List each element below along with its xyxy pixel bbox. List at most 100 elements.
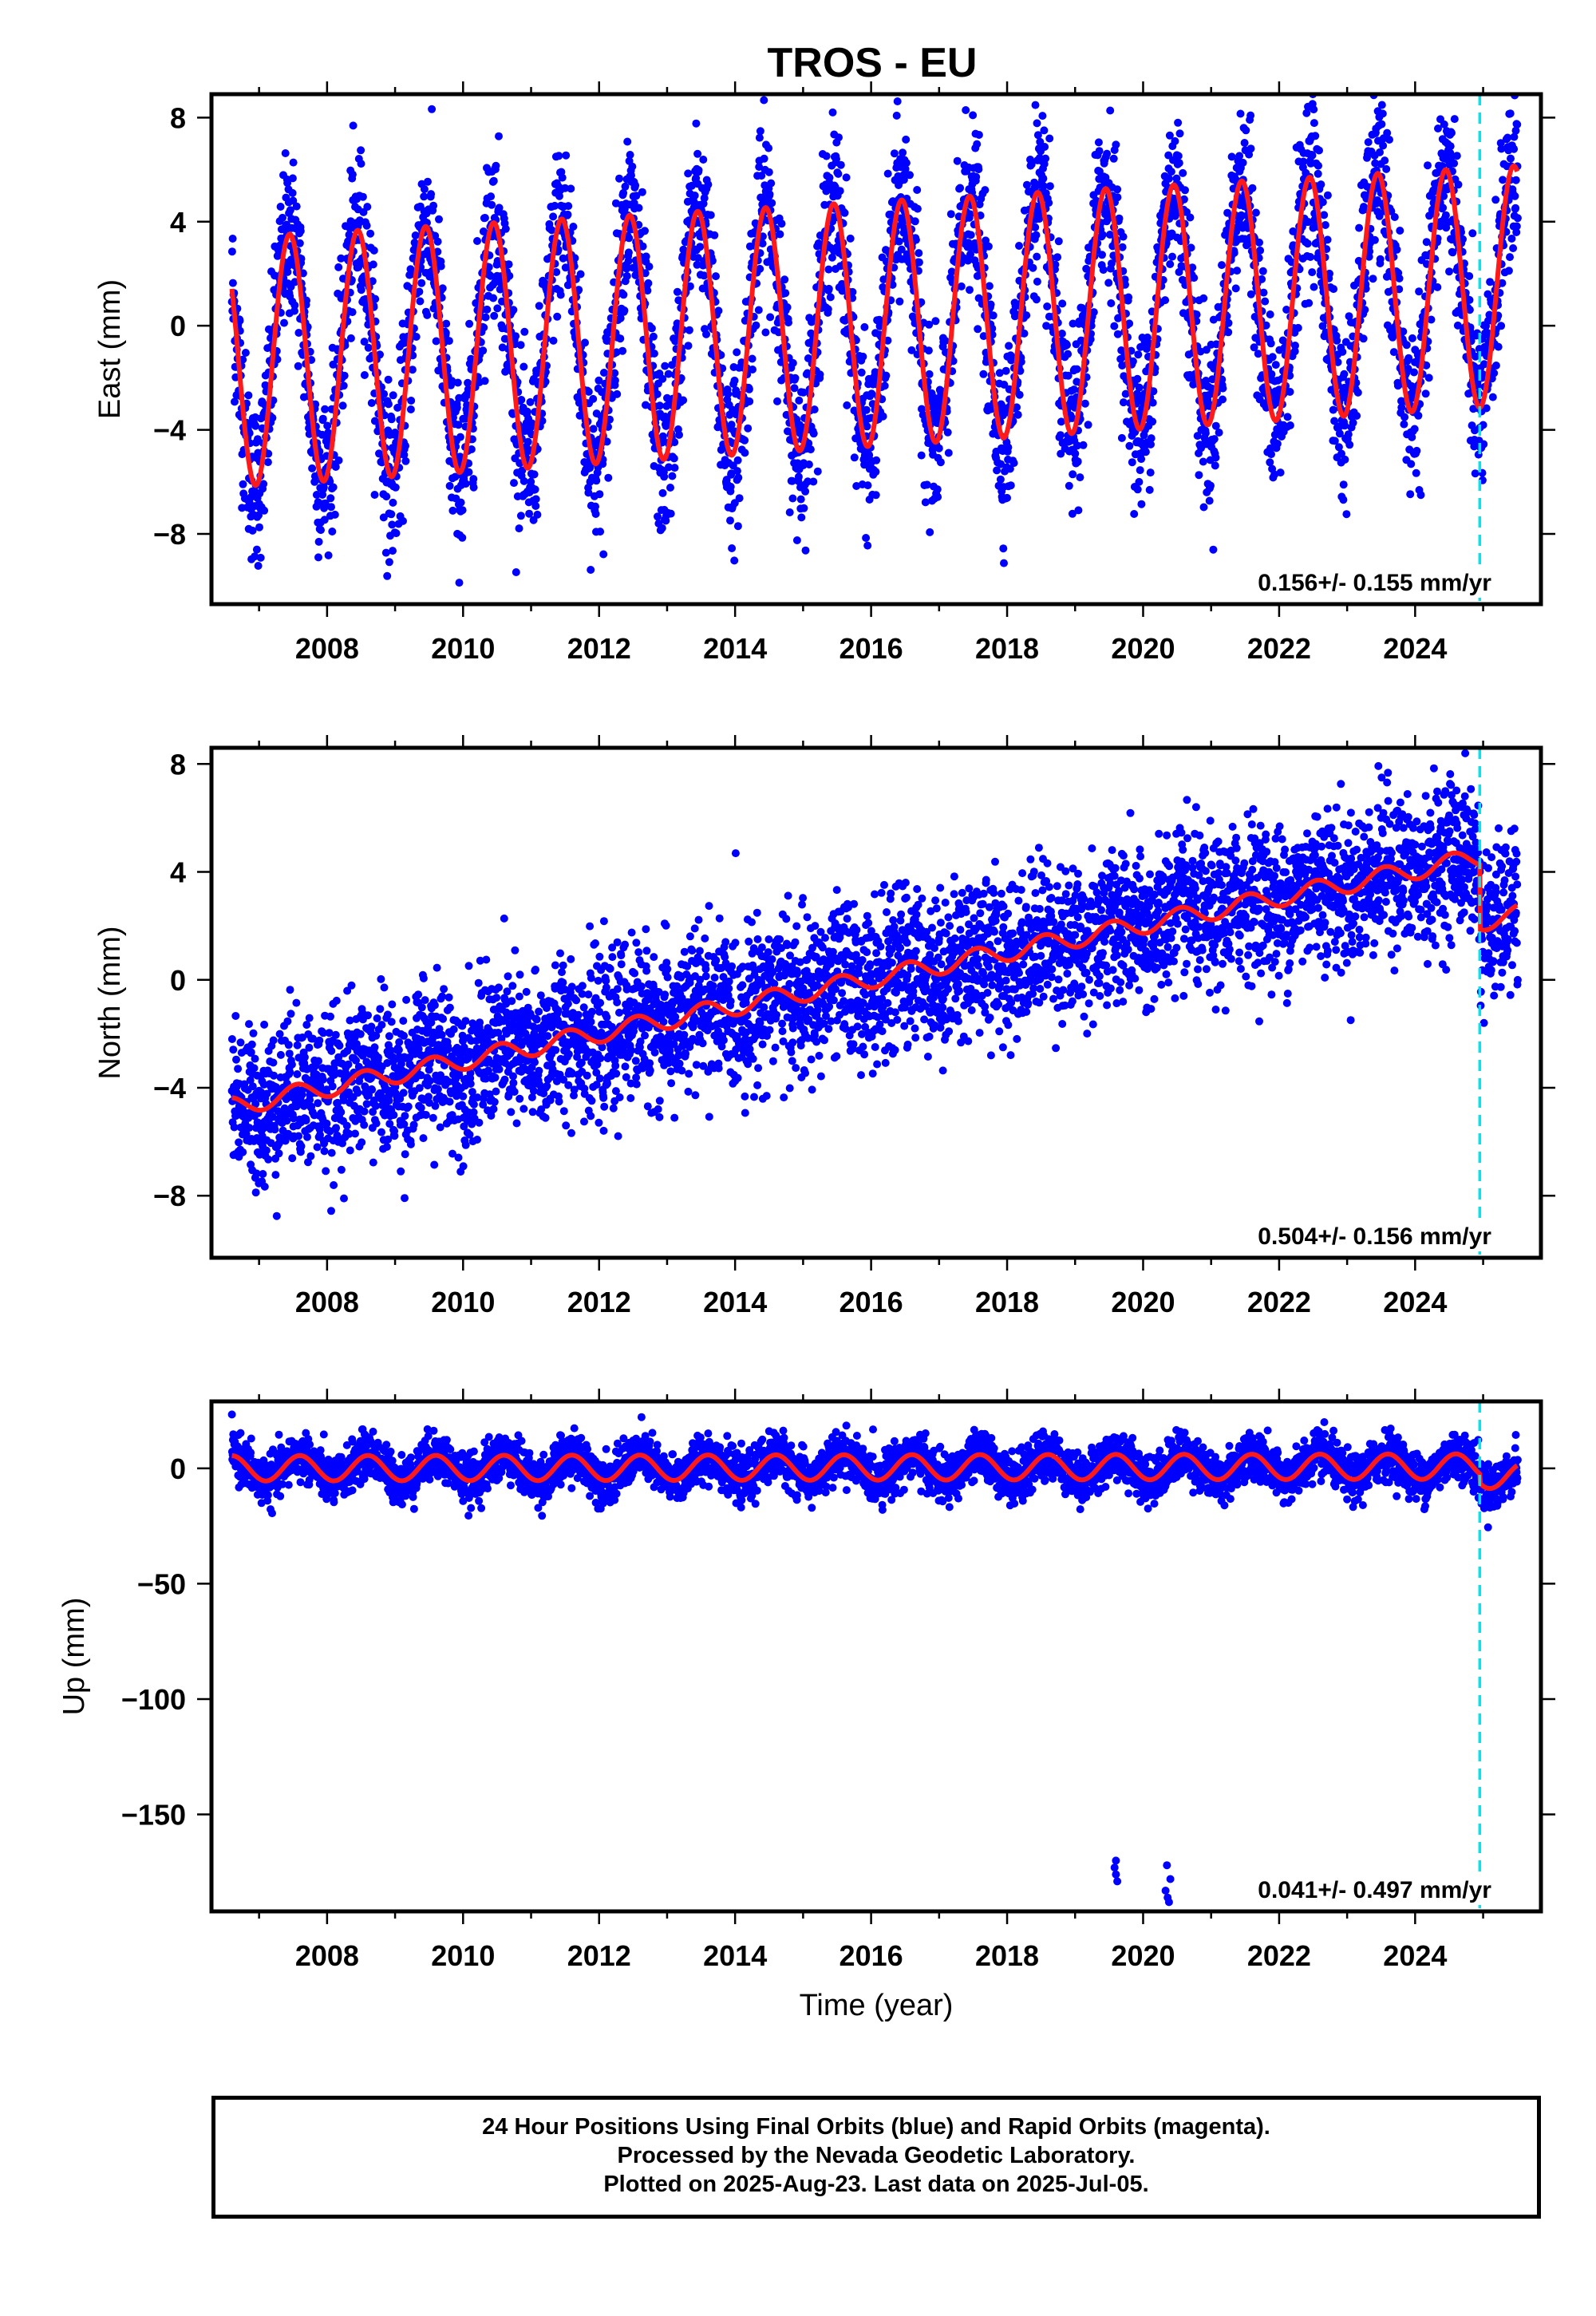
east-data-point bbox=[1446, 142, 1455, 151]
east-data-point bbox=[526, 397, 535, 406]
east-data-point bbox=[1113, 193, 1122, 202]
east-data-point bbox=[1190, 274, 1199, 283]
east-data-point bbox=[1147, 434, 1156, 443]
east-data-point bbox=[826, 293, 835, 302]
east-data-point bbox=[324, 551, 333, 559]
east-data-point bbox=[702, 330, 710, 338]
east-data-point bbox=[989, 311, 998, 320]
east-data-point bbox=[1339, 496, 1348, 504]
east-data-point bbox=[489, 176, 498, 185]
east-data-point bbox=[1215, 429, 1223, 437]
east-ytick-label: 4 bbox=[170, 206, 186, 239]
east-data-point bbox=[1031, 101, 1040, 109]
east-data-point bbox=[346, 334, 355, 342]
east-data-point bbox=[461, 480, 470, 488]
east-data-point bbox=[788, 358, 797, 367]
east-data-point bbox=[917, 451, 926, 460]
east-data-point bbox=[654, 512, 662, 521]
east-data-point bbox=[1353, 388, 1362, 397]
east-ytick-label: 0 bbox=[170, 310, 186, 342]
east-data-point bbox=[1107, 299, 1116, 307]
east-data-point bbox=[700, 194, 709, 203]
east-data-point bbox=[1507, 235, 1516, 243]
north-data-point bbox=[239, 1148, 247, 1156]
east-data-point bbox=[892, 111, 901, 120]
east-data-point bbox=[843, 401, 851, 409]
east-data-point bbox=[1205, 496, 1214, 505]
east-data-point bbox=[364, 343, 373, 352]
east-data-point bbox=[516, 512, 525, 520]
east-data-point bbox=[531, 495, 540, 504]
east-data-point bbox=[726, 482, 735, 491]
east-data-point bbox=[228, 235, 237, 243]
east-data-point bbox=[1379, 141, 1388, 150]
east-data-point bbox=[1164, 174, 1173, 183]
east-data-point bbox=[338, 401, 347, 410]
east-data-point bbox=[911, 217, 919, 226]
east-data-point bbox=[369, 260, 377, 269]
east-data-point bbox=[800, 504, 808, 512]
east-data-point bbox=[1224, 328, 1233, 337]
east-data-point bbox=[809, 429, 818, 438]
east-data-point bbox=[1341, 455, 1349, 464]
east-data-point bbox=[587, 566, 595, 574]
east-data-point bbox=[561, 263, 570, 272]
east-data-point bbox=[1452, 152, 1461, 160]
east-data-point bbox=[1299, 157, 1308, 166]
east-data-point bbox=[1238, 158, 1247, 167]
east-data-point bbox=[741, 436, 749, 445]
east-data-point bbox=[688, 181, 696, 190]
east-data-point bbox=[661, 362, 670, 370]
east-data-point bbox=[733, 348, 741, 357]
east-data-point bbox=[1146, 468, 1155, 477]
east-data-point bbox=[1303, 239, 1312, 248]
north-data-point bbox=[251, 1054, 259, 1063]
east-data-point bbox=[1045, 182, 1054, 191]
east-data-point bbox=[288, 174, 297, 183]
east-data-point bbox=[283, 267, 292, 276]
east-data-point bbox=[576, 270, 585, 279]
east-data-point bbox=[1258, 267, 1267, 275]
east-data-point bbox=[795, 396, 804, 405]
east-data-point bbox=[1315, 146, 1323, 155]
east-data-point bbox=[492, 161, 500, 170]
east-data-point bbox=[561, 184, 570, 192]
east-data-point bbox=[902, 159, 911, 168]
east-data-point bbox=[1506, 109, 1515, 118]
east-data-point bbox=[444, 337, 453, 346]
east-data-point bbox=[1240, 139, 1249, 147]
east-data-point bbox=[1112, 140, 1120, 149]
east-data-point bbox=[290, 306, 298, 315]
east-data-point bbox=[599, 369, 608, 377]
east-data-point bbox=[556, 290, 565, 299]
east-data-point bbox=[974, 131, 983, 139]
east-data-point bbox=[714, 306, 723, 315]
north-data-point bbox=[245, 1020, 253, 1029]
east-data-point bbox=[438, 284, 447, 293]
east-data-point bbox=[626, 151, 634, 159]
east-data-point bbox=[1033, 119, 1041, 128]
east-data-point bbox=[427, 190, 436, 199]
east-data-point bbox=[685, 282, 694, 290]
east-data-point bbox=[670, 454, 678, 463]
east-data-point bbox=[734, 473, 743, 482]
east-data-point bbox=[1009, 459, 1018, 468]
east-data-point bbox=[321, 405, 330, 413]
east-data-point bbox=[326, 494, 335, 503]
east-data-point bbox=[797, 513, 806, 522]
east-data-point bbox=[483, 305, 492, 314]
east-data-point bbox=[1488, 393, 1497, 401]
east-data-point bbox=[527, 419, 536, 428]
east-data-point bbox=[448, 377, 456, 385]
east-data-point bbox=[727, 421, 736, 429]
north-data-point bbox=[250, 1064, 259, 1073]
east-data-point bbox=[1145, 485, 1154, 494]
east-data-point bbox=[863, 481, 872, 490]
east-data-point bbox=[442, 319, 451, 328]
east-data-point bbox=[339, 381, 348, 390]
east-data-point bbox=[228, 279, 237, 287]
east-data-point bbox=[244, 391, 253, 400]
east-data-point bbox=[1314, 169, 1322, 178]
north-data-point bbox=[249, 1029, 258, 1037]
east-data-point bbox=[1084, 421, 1092, 429]
